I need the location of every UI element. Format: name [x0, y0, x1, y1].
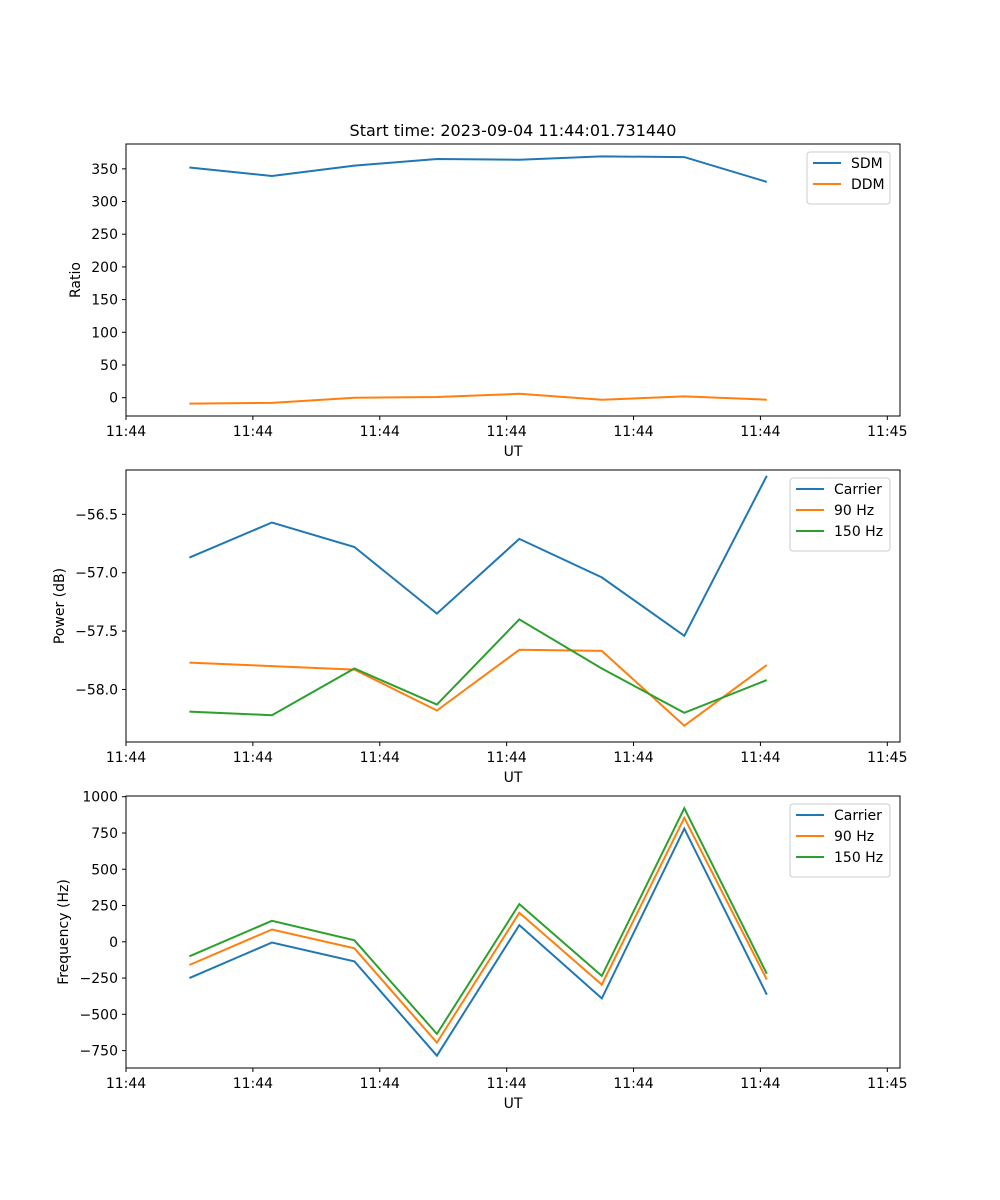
- ratio-y-tick-label: 300: [91, 195, 118, 211]
- power-x-tick-label: 11:44: [740, 750, 780, 766]
- ratio-y-tick-label: 350: [91, 162, 118, 178]
- ratio-y-tick-label: 50: [100, 358, 118, 374]
- power-series-90-hz: [189, 648, 768, 727]
- power-x-tick-label: 11:44: [613, 750, 653, 766]
- frequency-y-tick-label: 750: [91, 826, 118, 842]
- frequency-x-tick-label: 11:44: [740, 1076, 780, 1092]
- power-x-tick-label: 11:44: [486, 750, 526, 766]
- power-x-tick-label: 11:44: [233, 750, 273, 766]
- ratio-series-ddm: [189, 392, 767, 405]
- frequency-x-tick-label: 11:44: [233, 1076, 273, 1092]
- power-x-tick-label: 11:45: [867, 750, 907, 766]
- ratio-x-tick-label: 11:44: [613, 424, 653, 440]
- frequency-legend-label: 90 Hz: [834, 829, 874, 845]
- power-legend-label: Carrier: [834, 482, 882, 498]
- ratio-y-tick-label: 0: [109, 391, 118, 407]
- power-legend-label: 90 Hz: [834, 503, 874, 519]
- ratio-x-tick-label: 11:44: [106, 424, 146, 440]
- frequency-x-tick-label: 11:44: [613, 1076, 653, 1092]
- power-y-axis-label: Power (dB): [52, 568, 68, 644]
- ratio-x-tick-label: 11:44: [740, 424, 780, 440]
- ratio-panel: 11:44 11:44 11:44 11:44 11:44 11:44 11:45 0 50 10…: [68, 143, 907, 460]
- power-axes-frame: [125, 469, 901, 743]
- power-legend-label: 150 Hz: [834, 524, 883, 540]
- power-x-tick-label: 11:44: [106, 750, 146, 766]
- power-legend: [789, 477, 891, 552]
- frequency-x-tick-label: 11:44: [360, 1076, 400, 1092]
- frequency-x-tick-label: 11:45: [867, 1076, 907, 1092]
- frequency-y-axis-label: Frequency (Hz): [56, 879, 72, 985]
- frequency-x-axis-label: UT: [504, 1096, 523, 1112]
- frequency-y-tick-label: 0: [109, 935, 118, 951]
- ratio-x-tick-label: 11:45: [867, 424, 907, 440]
- power-y-tick-label: −58.0: [75, 682, 118, 698]
- power-series-150-hz: [189, 618, 768, 717]
- power-y-tick-label: −57.5: [75, 624, 118, 640]
- power-series-carrier: [189, 475, 768, 638]
- ratio-x-axis-label: UT: [504, 444, 523, 460]
- frequency-y-tick-label: −250: [80, 971, 118, 987]
- frequency-y-tick-label: 1000: [82, 790, 118, 806]
- frequency-y-tick-label: 250: [91, 899, 118, 915]
- ratio-axes-frame: [125, 143, 901, 417]
- frequency-x-tick-label: 11:44: [106, 1076, 146, 1092]
- frequency-legend-label: Carrier: [834, 808, 882, 824]
- frequency-y-tick-label: −750: [80, 1044, 118, 1060]
- ratio-y-tick-label: 200: [91, 260, 118, 276]
- ratio-y-tick-label: 150: [91, 293, 118, 309]
- ratio-y-tick-label: 250: [91, 227, 118, 243]
- ratio-y-tick-label: 100: [91, 325, 118, 341]
- power-x-tick-label: 11:44: [360, 750, 400, 766]
- frequency-legend-label: 150 Hz: [834, 850, 883, 866]
- ratio-x-tick-label: 11:44: [233, 424, 273, 440]
- frequency-y-tick-label: 500: [91, 862, 118, 878]
- power-y-tick-label: −57.0: [75, 566, 118, 582]
- ratio-y-axis-label: Ratio: [68, 262, 84, 298]
- ratio-series-sdm: [189, 155, 768, 183]
- ratio-legend: [806, 151, 891, 205]
- power-x-axis-label: UT: [504, 770, 523, 786]
- frequency-legend: [789, 803, 891, 878]
- chart-title: Start time: 2023-09-04 11:44:01.731440: [350, 121, 677, 140]
- ratio-legend-label: SDM: [851, 156, 883, 172]
- frequency-y-tick-label: −500: [80, 1007, 118, 1023]
- ratio-legend-label: DDM: [851, 177, 885, 193]
- frequency-x-tick-label: 11:44: [486, 1076, 526, 1092]
- frequency-panel: 11:44 11:44 11:44 11:44 11:44 11:44 11:45 −750 −…: [56, 790, 907, 1112]
- power-y-tick-label: −56.5: [75, 507, 118, 523]
- frequency-series-90-hz: [189, 815, 768, 1045]
- frequency-series-150-hz: [189, 806, 768, 1036]
- ratio-x-tick-label: 11:44: [360, 424, 400, 440]
- frequency-series-carrier: [189, 826, 768, 1058]
- power-panel: 11:44 11:44 11:44 11:44 11:44 11:44 11:45 −58.0…: [52, 469, 907, 786]
- ratio-x-tick-label: 11:44: [486, 424, 526, 440]
- frequency-axes-frame: [125, 795, 901, 1069]
